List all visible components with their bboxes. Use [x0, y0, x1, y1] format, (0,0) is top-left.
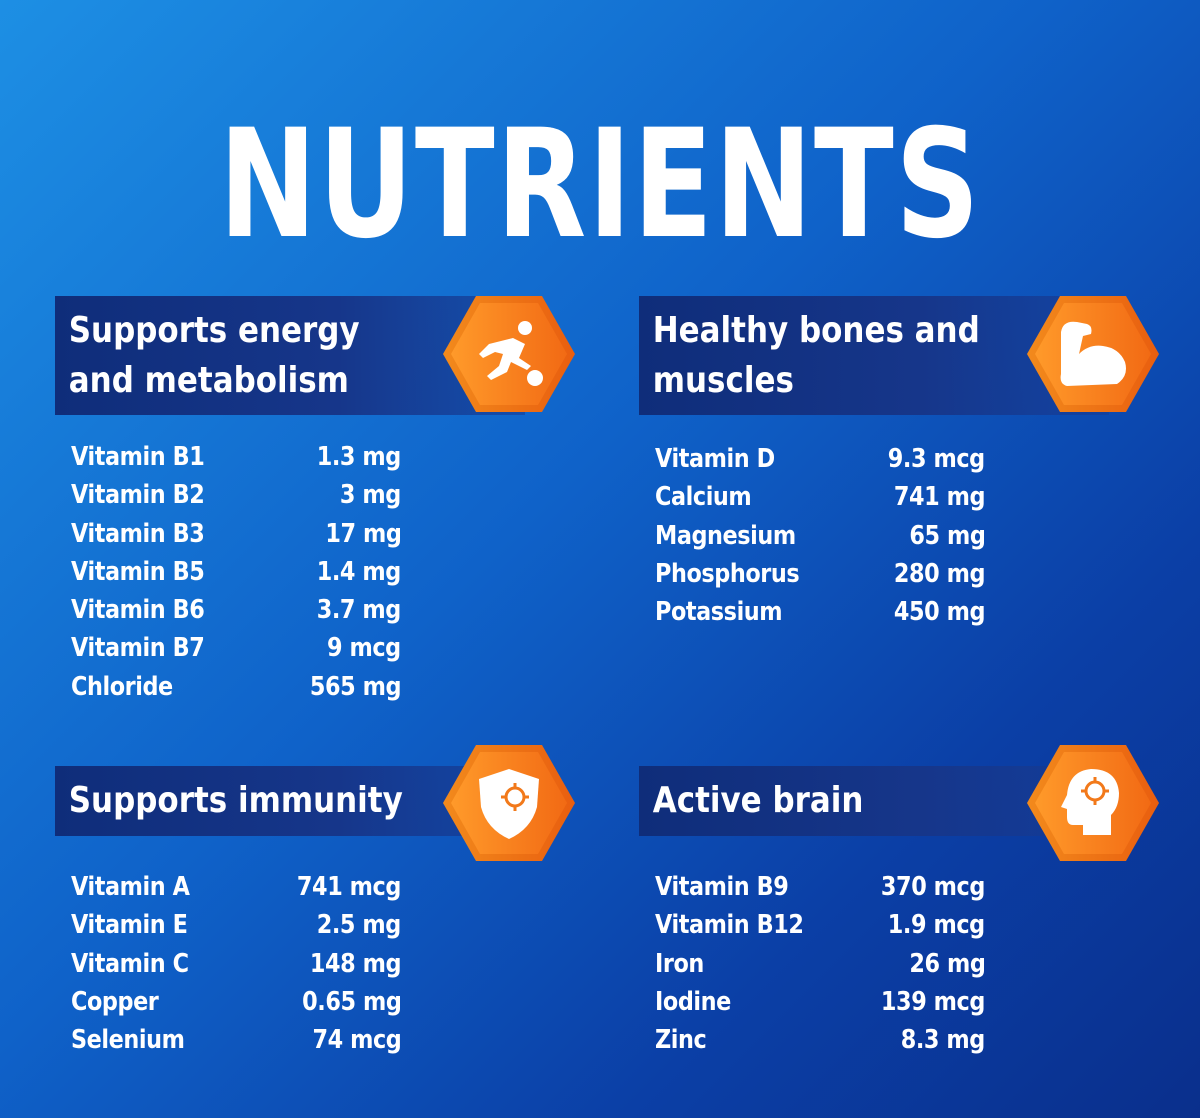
nutrient-name: Calcium [655, 482, 752, 513]
list-item: Magnesium 65 mg [655, 517, 985, 555]
nutrient-value: 565 mg [309, 671, 402, 702]
nutrient-name: Potassium [655, 597, 783, 628]
nutrient-name: Vitamin A [71, 872, 190, 902]
list-item: Iron 26 mg [655, 945, 985, 983]
nutrient-name: Vitamin B3 [71, 518, 205, 549]
nutrient-value: 0.65 mg [301, 986, 402, 1017]
nutrient-value: 450 mg [893, 597, 986, 628]
nutrient-value: 2.5 mg [316, 910, 402, 941]
list-item: Iodine 139 mcg [655, 983, 985, 1021]
nutrient-name: Magnesium [655, 520, 796, 551]
nutrient-value: 741 mg [893, 482, 986, 513]
list-item: Vitamin E 2.5 mg [71, 906, 401, 944]
list-item: Selenium 74 mcg [71, 1021, 401, 1059]
list-item: Vitamin B3 17 mg [71, 515, 401, 553]
list-item: Vitamin C 148 mg [71, 945, 401, 983]
list-item: Calcium 741 mg [655, 478, 985, 516]
nutrient-list: Vitamin B1 1.3 mg Vitamin B2 3 mg Vitamin … [71, 438, 401, 706]
nutrient-value: 74 mcg [312, 1025, 401, 1056]
list-item: Vitamin B6 3.7 mg [71, 591, 401, 629]
nutrient-list: Vitamin B9 370 mcg Vitamin B12 1.9 mcg Iro… [655, 868, 985, 1059]
nutrient-value: 3 mg [340, 480, 401, 511]
nutrient-value: 148 mg [309, 948, 402, 979]
nutrient-name: Vitamin B9 [655, 872, 789, 902]
nutrient-value: 9.3 mcg [888, 444, 985, 474]
list-item: Vitamin B12 1.9 mcg [655, 906, 985, 944]
nutrient-name: Vitamin B1 [71, 442, 205, 472]
section-header: Supports immunity [55, 766, 525, 836]
section-heading: Supports energy and metabolism [68, 309, 360, 401]
nutrient-name: Vitamin D [655, 444, 775, 474]
list-item: Copper 0.65 mg [71, 983, 401, 1021]
nutrient-name: Vitamin B12 [655, 910, 804, 941]
list-item: Zinc 8.3 mg [655, 1021, 985, 1059]
nutrient-value: 26 mg [908, 948, 985, 979]
nutrient-value: 3.7 mg [316, 595, 402, 626]
soccer-player-icon [443, 296, 575, 412]
list-item: Vitamin B5 1.4 mg [71, 553, 401, 591]
nutrient-name: Vitamin B2 [71, 480, 205, 511]
list-item: Vitamin B7 9 mcg [71, 629, 401, 667]
nutrient-value: 1.3 mg [316, 442, 402, 472]
nutrient-value: 65 mg [908, 520, 985, 551]
list-item: Potassium 450 mg [655, 593, 985, 631]
nutrient-name: Vitamin B5 [71, 556, 205, 587]
nutrient-value: 741 mcg [296, 872, 401, 902]
nutrient-name: Selenium [71, 1025, 185, 1056]
nutrient-list: Vitamin A 741 mcg Vitamin E 2.5 mg Vitamin… [71, 868, 401, 1059]
nutrient-value: 1.9 mcg [888, 910, 985, 941]
nutrient-value: 8.3 mg [900, 1025, 986, 1056]
nutrient-value: 9 mcg [327, 633, 401, 664]
nutrient-value: 370 mcg [880, 872, 985, 902]
nutrient-list: Vitamin D 9.3 mcg Calcium 741 mg Magnesium… [655, 440, 985, 631]
list-item: Vitamin B9 370 mcg [655, 868, 985, 906]
nutrient-value: 280 mg [893, 558, 986, 589]
nutrient-name: Vitamin C [71, 948, 189, 979]
list-item: Vitamin B2 3 mg [71, 476, 401, 514]
list-item: Vitamin A 741 mcg [71, 868, 401, 906]
nutrient-value: 139 mcg [880, 986, 985, 1017]
nutrient-name: Vitamin B6 [71, 595, 205, 626]
page-title: NUTRIENTS [218, 98, 982, 272]
nutrient-value: 17 mg [324, 518, 401, 549]
head-gear-icon [1027, 745, 1159, 861]
list-item: Chloride 565 mg [71, 668, 401, 706]
nutrient-name: Iron [655, 948, 704, 979]
nutrient-name: Zinc [655, 1025, 707, 1056]
nutrient-name: Vitamin B7 [71, 633, 205, 664]
list-item: Vitamin D 9.3 mcg [655, 440, 985, 478]
list-item: Vitamin B1 1.3 mg [71, 438, 401, 476]
nutrient-value: 1.4 mg [316, 556, 402, 587]
section-heading: Supports immunity [68, 780, 403, 821]
nutrient-name: Copper [71, 986, 159, 1017]
section-heading: Healthy bones and muscles [652, 309, 980, 401]
list-item: Phosphorus 280 mg [655, 555, 985, 593]
nutrient-name: Phosphorus [655, 558, 800, 589]
nutrient-name: Iodine [655, 986, 731, 1017]
nutrient-name: Chloride [71, 671, 173, 702]
flexed-arm-icon [1027, 296, 1159, 412]
section-heading: Active brain [652, 780, 864, 821]
nutrient-name: Vitamin E [71, 910, 188, 941]
shield-virus-icon [443, 745, 575, 861]
